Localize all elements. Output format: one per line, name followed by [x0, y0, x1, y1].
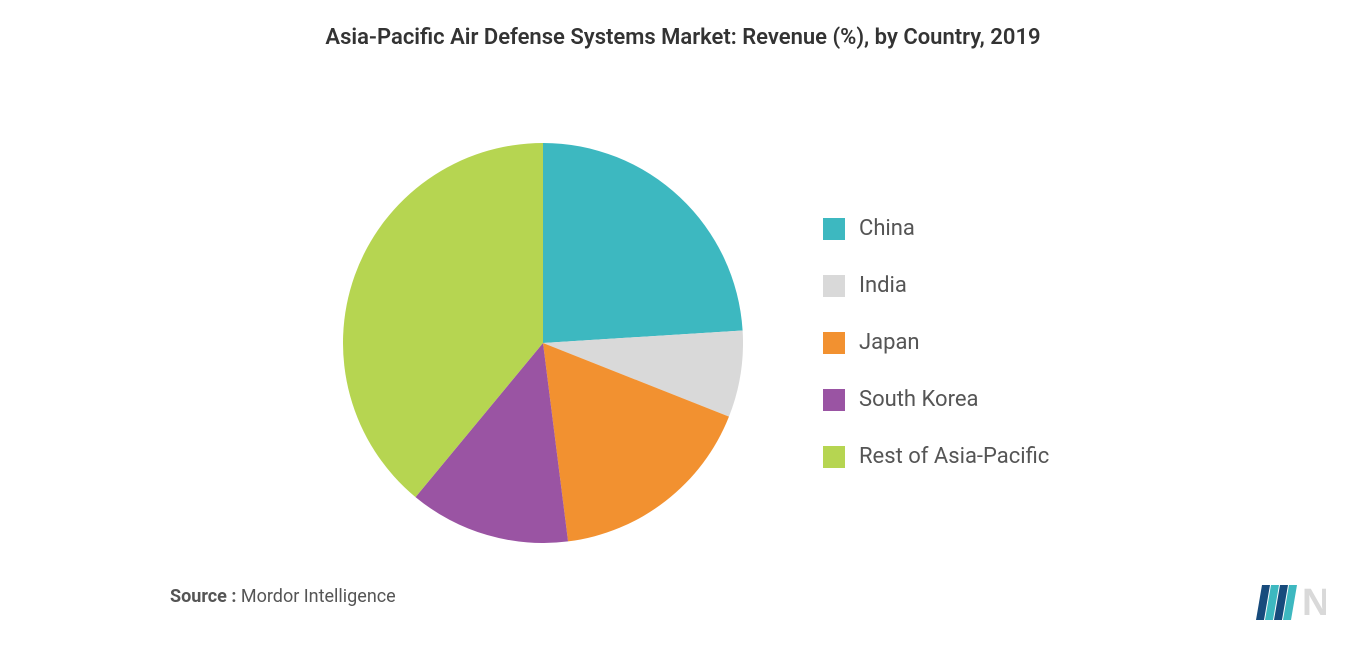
legend-swatch	[823, 446, 845, 468]
legend-item: South Korea	[823, 387, 1083, 412]
chart-container: Asia-Pacific Air Defense Systems Market:…	[0, 0, 1366, 655]
source-label: Source :	[170, 586, 236, 607]
pie-slice	[543, 143, 743, 343]
legend-label: Japan	[859, 330, 920, 355]
legend-label: China	[859, 216, 915, 241]
source-value: Mordor Intelligence	[241, 586, 396, 607]
source-attribution: Source : Mordor Intelligence	[170, 586, 396, 607]
logo-svg: N	[1256, 575, 1326, 625]
legend-swatch	[823, 332, 845, 354]
legend: China India Japan South Korea Rest of Asia-P…	[823, 216, 1083, 469]
chart-title: Asia-Pacific Air Defense Systems Market:…	[40, 25, 1326, 50]
pie-chart	[343, 143, 743, 543]
chart-body: China India Japan South Korea Rest of Asia-P…	[40, 80, 1326, 605]
brand-logo: N	[1256, 575, 1326, 625]
legend-item: Rest of Asia-Pacific	[823, 444, 1083, 469]
legend-swatch	[823, 275, 845, 297]
legend-item: India	[823, 273, 1083, 298]
legend-item: China	[823, 216, 1083, 241]
legend-label: India	[859, 273, 907, 298]
legend-label: South Korea	[859, 387, 978, 412]
legend-label: Rest of Asia-Pacific	[859, 444, 1049, 469]
legend-item: Japan	[823, 330, 1083, 355]
pie-svg	[343, 143, 743, 543]
svg-text:N: N	[1302, 582, 1326, 624]
legend-swatch	[823, 218, 845, 240]
legend-swatch	[823, 389, 845, 411]
